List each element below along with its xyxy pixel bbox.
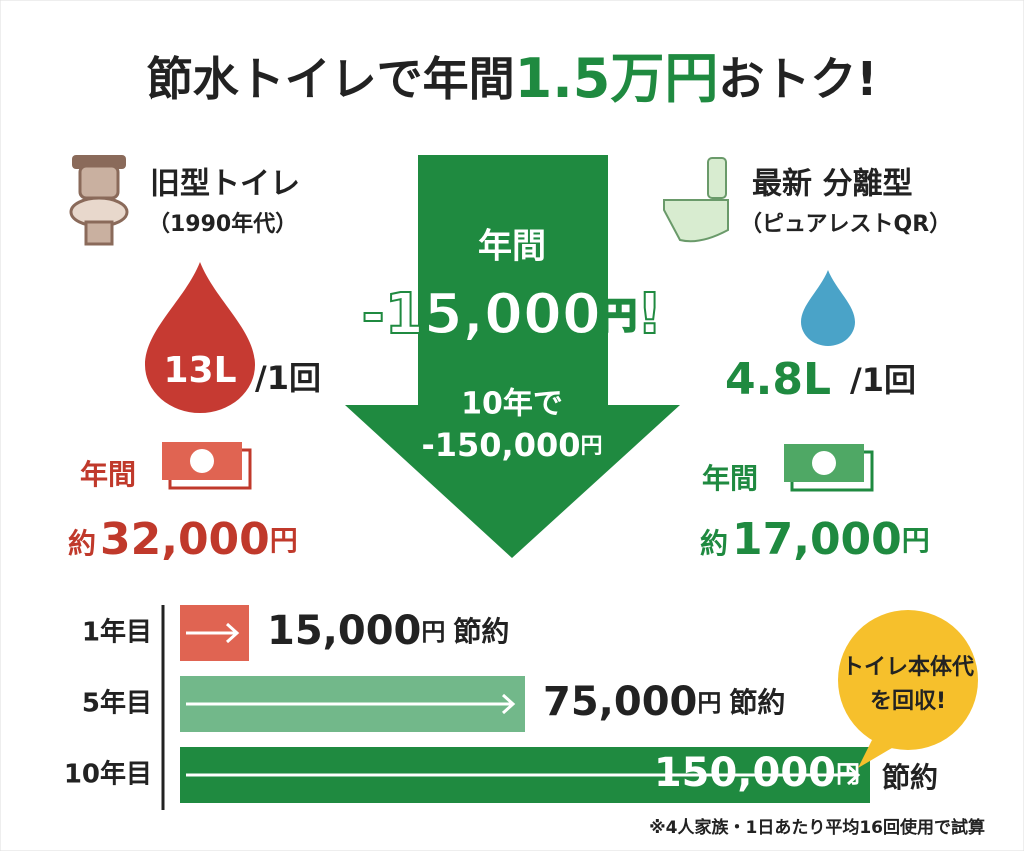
- badge-line1: トイレ本体代: [842, 655, 974, 680]
- arrow-line2: 10年で: [461, 387, 563, 422]
- bar-value: 150,000円: [654, 750, 860, 796]
- bar-arrowhead: [501, 693, 516, 715]
- old-volume: 13L: [163, 350, 236, 391]
- arrow-amount10-line: -150,000円: [421, 426, 602, 464]
- blue-drop: [801, 270, 855, 346]
- row-label: 10年目: [64, 759, 152, 790]
- bar-value-number: 15,000: [267, 608, 421, 654]
- old-toilet-icon: [69, 155, 129, 246]
- arrow-line1: 年間: [478, 227, 546, 267]
- bar-arrowhead: [225, 622, 240, 644]
- new-volume: 4.8L: [725, 354, 831, 405]
- old-approx: 約: [68, 527, 96, 560]
- bar-value-unit: 円: [421, 618, 445, 646]
- arrow-amount10: -150,000: [421, 426, 580, 464]
- old-cost: 32,000: [100, 514, 270, 565]
- bar-value-unit: 円: [836, 760, 860, 788]
- new-name: 最新 分離型: [752, 167, 912, 202]
- new-annual: 年間: [702, 462, 758, 495]
- new-cost: 17,000: [732, 514, 902, 565]
- arrow-yen: 円: [601, 296, 637, 337]
- footnote: ※4人家族・1日あたり平均16回使用で試算: [649, 817, 985, 838]
- new-per: /1回: [850, 361, 916, 399]
- new-yen: 円: [902, 524, 930, 557]
- arrow-yen10: 円: [581, 434, 603, 459]
- title-prefix: 節水トイレで年間: [147, 52, 515, 106]
- red-drop: [145, 262, 255, 413]
- new-model: （ピュアレストQR）: [740, 212, 951, 237]
- money-icon-red: [162, 442, 252, 490]
- bar-suffix: 節約: [882, 761, 938, 794]
- arrow-exclaim: !: [637, 282, 663, 347]
- arrow-amount: -15,000: [362, 282, 601, 347]
- old-name: 旧型トイレ: [150, 167, 300, 202]
- bar-value: 15,000円 節約: [267, 608, 509, 654]
- row-label: 5年目: [82, 688, 152, 719]
- title-highlight: 1.5万円: [515, 47, 719, 110]
- bar-suffix: 節約: [453, 615, 509, 648]
- bar-value-number: 150,000: [654, 750, 836, 796]
- saving-arrow: [345, 155, 680, 558]
- badge-line2: を回収!: [870, 689, 946, 714]
- bar-value-number: 75,000: [543, 679, 697, 725]
- bar-value-unit: 円: [697, 689, 721, 717]
- old-era: （1990年代）: [148, 211, 297, 237]
- title: 節水トイレで年間1.5万円おトク!: [147, 47, 878, 110]
- new-approx: 約: [700, 527, 728, 560]
- row-label: 1年目: [82, 617, 152, 648]
- old-cost-line: 32,000円: [100, 514, 298, 565]
- old-per: /1回: [255, 359, 321, 397]
- bar-value: 75,000円 節約: [543, 679, 785, 725]
- money-icon-green: [784, 444, 874, 492]
- old-annual: 年間: [80, 458, 136, 491]
- bar-arrowhead: [846, 764, 861, 786]
- new-cost-line: 17,000円: [732, 514, 930, 565]
- old-yen: 円: [270, 524, 298, 557]
- title-suffix: おトク!: [718, 52, 877, 106]
- bar-suffix: 節約: [729, 686, 785, 719]
- arrow-amount-line: -15,000円!: [362, 282, 663, 347]
- badge: トイレ本体代 を回収!: [838, 610, 978, 768]
- new-toilet-icon: [663, 157, 729, 243]
